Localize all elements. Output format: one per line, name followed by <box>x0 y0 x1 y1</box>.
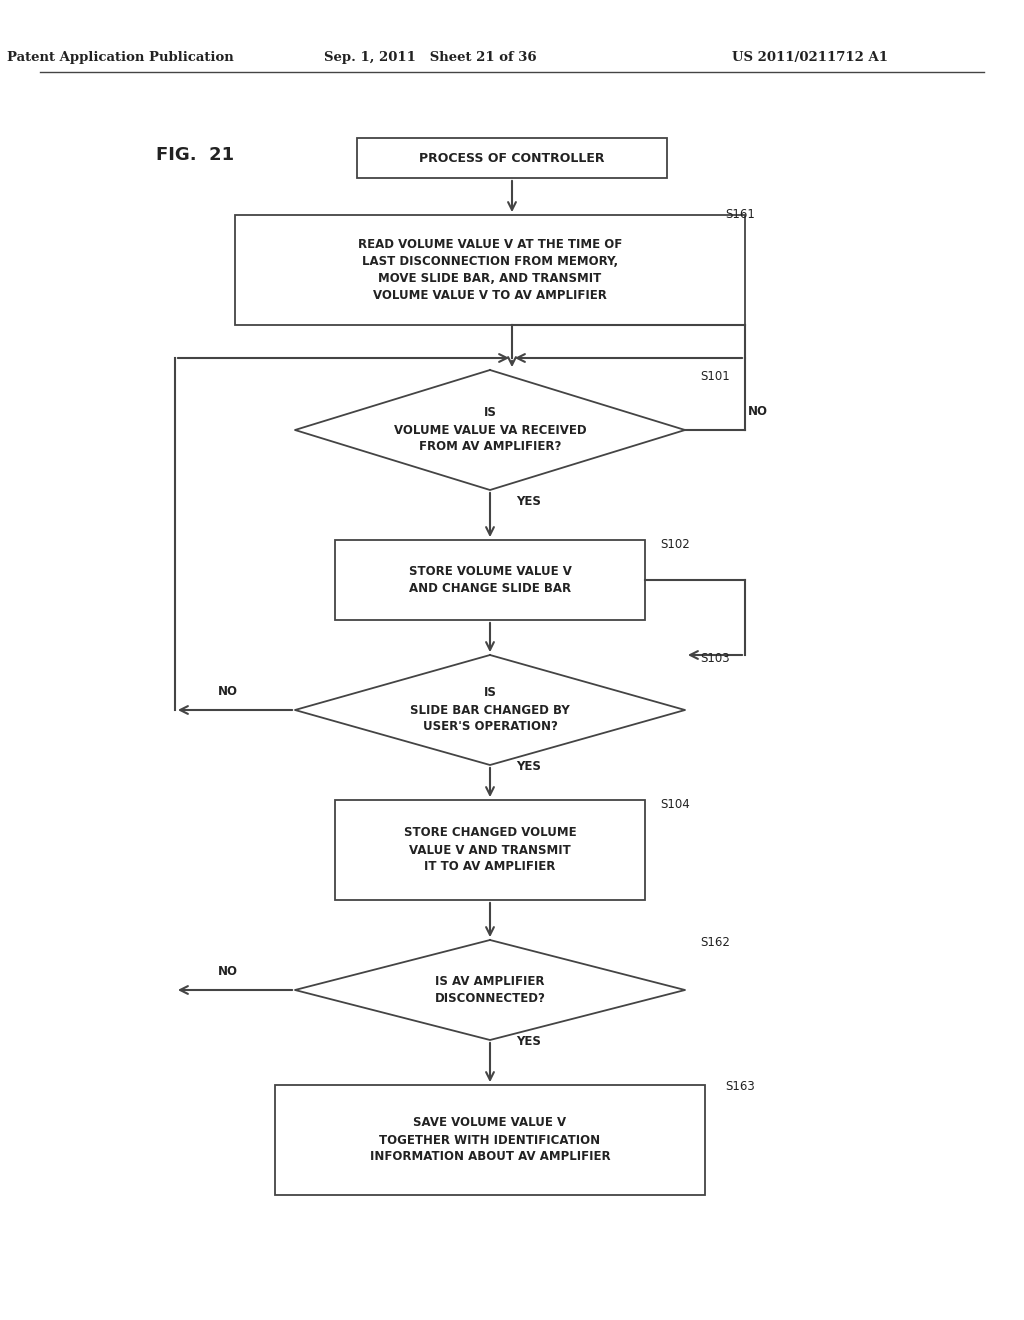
Text: YES: YES <box>516 1035 541 1048</box>
Bar <box>335 800 645 900</box>
Bar <box>275 1085 705 1195</box>
Polygon shape <box>295 370 685 490</box>
Text: SAVE VOLUME VALUE V
TOGETHER WITH IDENTIFICATION
INFORMATION ABOUT AV AMPLIFIER: SAVE VOLUME VALUE V TOGETHER WITH IDENTI… <box>370 1117 610 1163</box>
Bar <box>335 540 645 620</box>
Text: S163: S163 <box>725 1080 755 1093</box>
Text: IS
VOLUME VALUE VA RECEIVED
FROM AV AMPLIFIER?: IS VOLUME VALUE VA RECEIVED FROM AV AMPL… <box>393 407 587 454</box>
Text: YES: YES <box>516 760 541 774</box>
Polygon shape <box>295 655 685 766</box>
Text: US 2011/0211712 A1: US 2011/0211712 A1 <box>732 51 888 65</box>
Text: IS
SLIDE BAR CHANGED BY
USER'S OPERATION?: IS SLIDE BAR CHANGED BY USER'S OPERATION… <box>411 686 570 734</box>
Text: NO: NO <box>218 685 238 698</box>
Text: NO: NO <box>748 405 768 418</box>
Text: FIG.  21: FIG. 21 <box>156 147 234 164</box>
Bar <box>234 215 745 325</box>
Text: S161: S161 <box>725 209 755 220</box>
Polygon shape <box>295 940 685 1040</box>
Text: Sep. 1, 2011   Sheet 21 of 36: Sep. 1, 2011 Sheet 21 of 36 <box>324 51 537 65</box>
Text: S102: S102 <box>660 539 690 550</box>
Text: IS AV AMPLIFIER
DISCONNECTED?: IS AV AMPLIFIER DISCONNECTED? <box>434 975 546 1005</box>
Text: S101: S101 <box>700 370 730 383</box>
Bar <box>357 139 667 178</box>
Text: NO: NO <box>218 965 238 978</box>
Text: READ VOLUME VALUE V AT THE TIME OF
LAST DISCONNECTION FROM MEMORY,
MOVE SLIDE BA: READ VOLUME VALUE V AT THE TIME OF LAST … <box>357 238 623 302</box>
Text: STORE CHANGED VOLUME
VALUE V AND TRANSMIT
IT TO AV AMPLIFIER: STORE CHANGED VOLUME VALUE V AND TRANSMI… <box>403 826 577 874</box>
Text: YES: YES <box>516 495 541 508</box>
Text: S104: S104 <box>660 799 690 810</box>
Text: S103: S103 <box>700 652 730 665</box>
Text: S162: S162 <box>700 936 730 949</box>
Text: PROCESS OF CONTROLLER: PROCESS OF CONTROLLER <box>419 152 605 165</box>
Text: Patent Application Publication: Patent Application Publication <box>6 51 233 65</box>
Text: STORE VOLUME VALUE V
AND CHANGE SLIDE BAR: STORE VOLUME VALUE V AND CHANGE SLIDE BA… <box>409 565 571 595</box>
